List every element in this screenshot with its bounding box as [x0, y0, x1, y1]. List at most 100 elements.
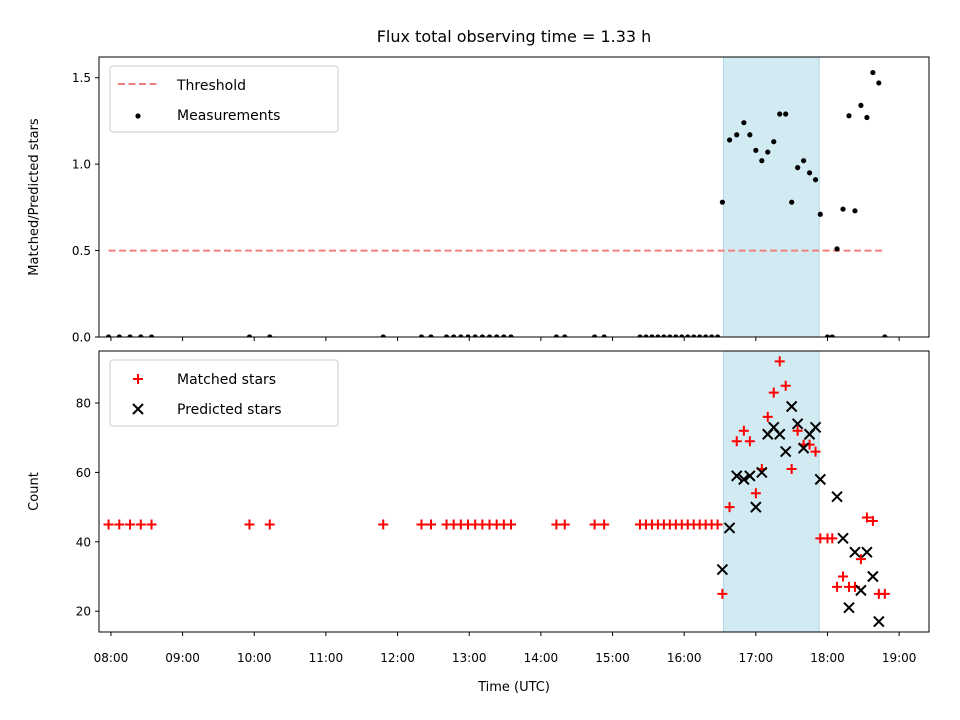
- axes-frame: [98, 56, 930, 338]
- measurement-point: [829, 334, 835, 337]
- measurement-point: [105, 334, 112, 337]
- measurement-point: [783, 111, 789, 117]
- predicted-star-point: [785, 400, 798, 413]
- matched-star-point: [125, 519, 136, 530]
- measurement-point: [451, 334, 457, 337]
- axes-frame: [98, 350, 930, 633]
- y-tick-label: 0.5: [72, 244, 91, 258]
- matched-star-point: [750, 488, 761, 499]
- measurement-point: [741, 120, 747, 126]
- matched-star-point: [264, 519, 275, 530]
- predicted-star-point: [849, 546, 861, 558]
- y-tick-label: 1.5: [72, 71, 91, 85]
- predicted-star-point: [855, 584, 867, 597]
- measurement-point: [817, 211, 823, 217]
- x-tick-label: 15:00: [595, 651, 630, 665]
- matched-star-point: [780, 380, 791, 391]
- matched-star-point: [867, 515, 878, 526]
- measurement-point: [824, 334, 831, 337]
- x-tick-label: 17:00: [739, 651, 774, 665]
- measurement-point: [852, 208, 858, 214]
- measurement-point: [562, 334, 568, 337]
- predicted-star-point: [779, 445, 792, 458]
- x-tick-label: 11:00: [309, 651, 344, 665]
- predicted-star-point: [723, 522, 736, 534]
- legend-swatch-measurements: [135, 113, 141, 119]
- measurement-point: [801, 158, 807, 164]
- measurement-point: [127, 334, 133, 337]
- measurement-point: [486, 334, 493, 337]
- y-tick-label: 40: [76, 535, 91, 549]
- predicted-star-point: [744, 470, 756, 482]
- measurement-point: [759, 158, 765, 164]
- matched-star-point: [792, 425, 803, 436]
- matched-star-point: [589, 519, 600, 530]
- predicted-star-point: [797, 442, 810, 454]
- measurement-point: [870, 69, 876, 76]
- predicted-star-point: [837, 532, 849, 545]
- matched-star-point: [744, 436, 755, 447]
- measurement-point: [812, 177, 819, 183]
- matched-star-point: [810, 446, 821, 457]
- y-tick-label: 1.0: [72, 158, 91, 172]
- measurement-point: [789, 199, 795, 205]
- matched-star-point: [559, 519, 570, 530]
- measurement-point: [846, 113, 852, 119]
- measurement-point: [697, 334, 703, 337]
- measurement-point: [777, 111, 783, 117]
- matched-star-point: [832, 581, 843, 592]
- measurement-point: [753, 147, 759, 153]
- matched-star-point: [738, 425, 749, 436]
- matched-star-point: [717, 588, 728, 599]
- y-tick-label: 60: [76, 466, 91, 480]
- plot-layer: 0.0 0.5 1.0 1.5 Matched/Predicted stars Thres…: [27, 56, 930, 665]
- observing-window-band: [723, 56, 820, 338]
- measurement-point: [858, 102, 864, 108]
- measurement-point: [661, 334, 667, 337]
- matched-star-point: [786, 463, 797, 474]
- measurement-point: [443, 334, 450, 337]
- matched-star-point: [768, 387, 779, 398]
- measurement-point: [882, 334, 888, 337]
- measurement-point: [508, 334, 514, 337]
- predicted-star-point: [738, 473, 750, 486]
- legend: Matched stars Predicted stars: [109, 359, 339, 427]
- measurement-point: [703, 334, 709, 337]
- legend-label: Matched stars: [177, 372, 276, 388]
- x-tick-label: 16:00: [667, 651, 702, 665]
- matched-star-point: [551, 519, 562, 530]
- predicted-star-point: [861, 546, 873, 558]
- measurement-point: [501, 334, 507, 337]
- observing-window-band: [723, 350, 820, 633]
- y-axis-label: Matched/Predicted stars: [27, 118, 42, 276]
- matched-star-point: [861, 512, 872, 523]
- measurement-point: [494, 334, 500, 337]
- measurement-point: [771, 139, 777, 145]
- measurement-point: [673, 334, 679, 337]
- predicted-star-point: [831, 490, 843, 503]
- legend-box: [109, 359, 339, 427]
- matched-star-point: [244, 519, 255, 530]
- matched-star-point: [724, 502, 735, 513]
- measurement-point: [667, 334, 673, 337]
- predicted-star-point: [809, 421, 822, 434]
- legend: Threshold Measurements: [109, 65, 339, 133]
- chart-title: Flux total observing time = 1.33 h: [377, 27, 652, 46]
- measurement-point: [709, 334, 715, 337]
- matched-star-point: [103, 519, 114, 530]
- measurement-point: [726, 137, 733, 143]
- predicted-star-point: [731, 470, 743, 482]
- x-tick-label: 18:00: [810, 651, 845, 665]
- x-tick-label: 19:00: [882, 651, 917, 665]
- measurement-point: [864, 114, 870, 121]
- measurement-point: [428, 334, 434, 337]
- predicted-star-point: [716, 563, 729, 576]
- matched-star-point: [827, 533, 838, 544]
- panel-2: 20 40 60 80 08:00 09:00 10:00 11:00 12:00 13:00 14…: [27, 350, 930, 665]
- measurement-point: [637, 334, 643, 337]
- measurement-point: [876, 80, 882, 86]
- measurement-point: [479, 334, 485, 337]
- plot-area: [103, 356, 890, 628]
- x-tick-label: 12:00: [380, 651, 415, 665]
- measurement-point: [592, 334, 598, 337]
